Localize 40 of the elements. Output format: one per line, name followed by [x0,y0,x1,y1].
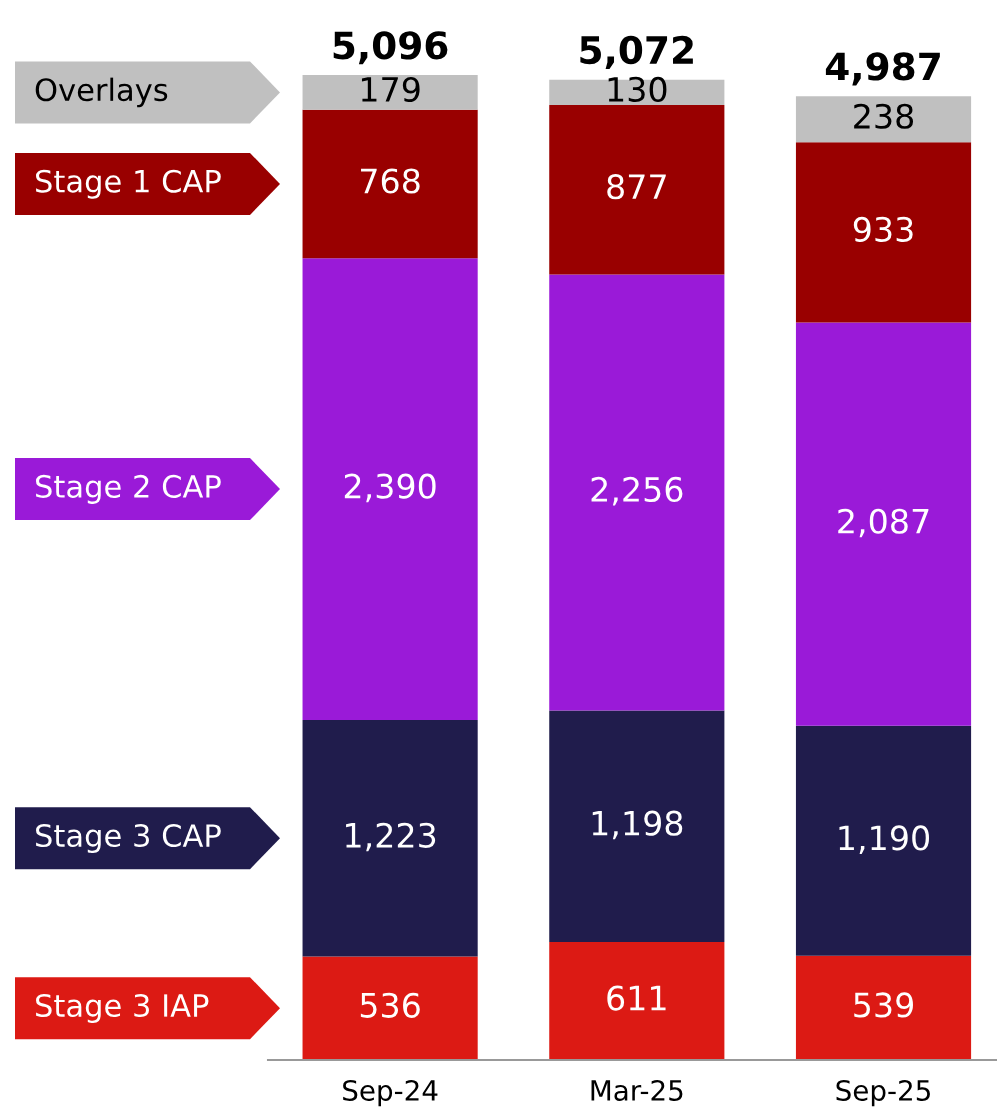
data-label: 768 [361,168,420,194]
total-label: 5,072 [580,35,693,69]
data-label: 238 [854,103,914,129]
data-label: 539 [854,992,913,1018]
data-label: 1,198 [592,810,683,840]
x-tick-label: Sep-25 [836,1079,930,1107]
text: Stage 1 CAP [36,169,221,199]
text: Stage 3 IAP [36,993,209,1023]
data-label: 536 [360,992,420,1018]
bar [549,710,725,942]
data-label: 611 [607,985,666,1011]
data-label: 130 [608,76,667,102]
total-label: 4,987 [825,52,940,86]
data-label: 2,256 [591,476,683,506]
bar [549,941,725,1060]
data-label: 933 [853,216,913,243]
x-tick-label: Sep-24 [343,1079,438,1107]
bar [302,75,478,110]
bar [795,322,972,726]
data-label: 2,087 [838,508,929,538]
text: Overlays [35,77,168,108]
bar [302,720,478,957]
data-label: 1,223 [346,822,436,852]
bar [302,258,478,721]
x-tick-label: Mar-25 [591,1079,683,1101]
bar [795,955,972,1060]
data-label: 2,390 [344,473,436,503]
bar [795,96,972,143]
text: Stage 3 CAP [36,823,221,854]
bar [549,274,725,711]
data-label: 1,190 [839,825,930,854]
bar [302,956,478,1060]
bar [302,109,478,259]
data-label: 179 [361,76,420,103]
bar [795,142,972,323]
total-label: 5,096 [333,31,448,65]
bar [549,104,725,275]
text: Stage 2 CAP [36,474,221,504]
data-label: 877 [607,174,666,200]
bar [795,725,972,956]
